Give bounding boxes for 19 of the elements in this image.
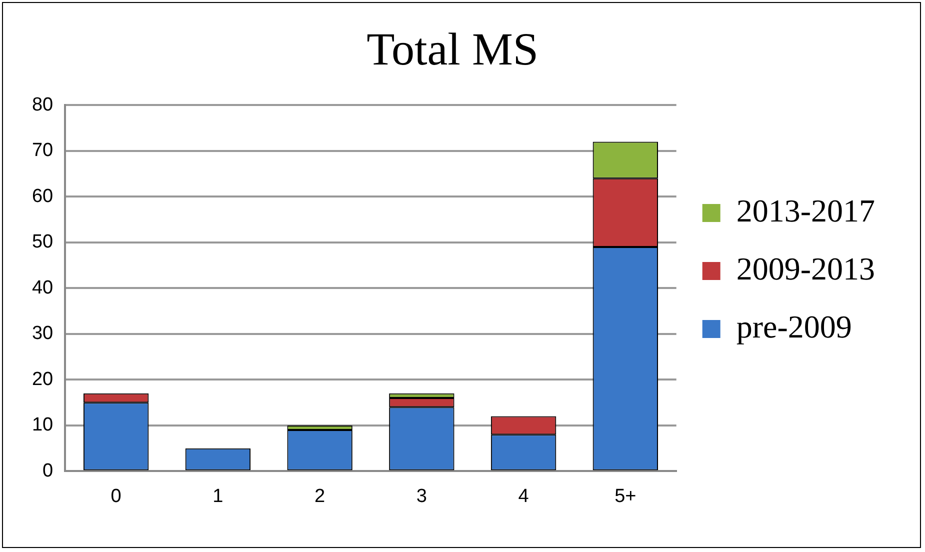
x-tick-label: 2 [314, 486, 326, 507]
legend-label: 2009-2013 [736, 250, 875, 286]
y-tick-label: 60 [32, 186, 54, 207]
x-tick-label: 0 [110, 486, 122, 507]
y-tick-label: 80 [32, 94, 54, 116]
chart-title: Total MS [366, 24, 538, 75]
y-tick-label: 70 [32, 140, 54, 162]
y-tick-label: 0 [42, 460, 54, 482]
legend-label: 2013-2017 [736, 192, 875, 228]
y-tick-label: 10 [32, 414, 54, 436]
y-tick-label: 40 [32, 277, 54, 298]
x-tick-label: 5+ [614, 486, 636, 507]
legend-label: pre-2009 [736, 308, 852, 344]
x-tick-label: 3 [416, 486, 427, 507]
y-tick-label: 50 [32, 232, 54, 253]
x-tick-label: 1 [212, 486, 224, 507]
y-tick-label: 30 [32, 323, 54, 344]
y-tick-label: 20 [32, 368, 54, 390]
x-tick-label: 4 [518, 486, 530, 507]
